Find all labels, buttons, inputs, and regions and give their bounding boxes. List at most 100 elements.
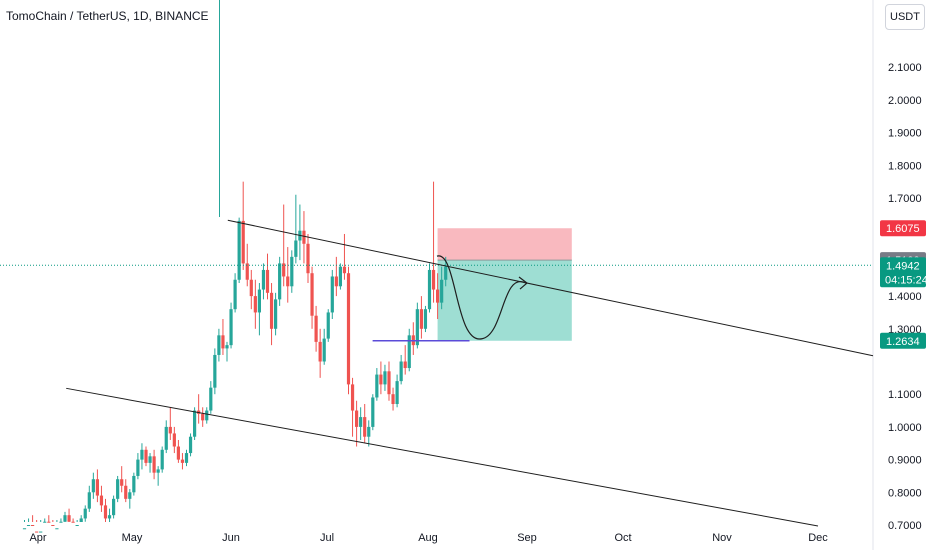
candle-body [419,309,423,329]
price-tick-label: 2.1000 [888,62,922,74]
candle-body [83,508,87,519]
candle-body [213,354,217,388]
candle-body [209,387,213,411]
price-tick-label: 0.7000 [888,520,922,532]
candle-body [43,521,47,523]
time-tick-label: May [122,532,143,544]
candle-body [144,449,148,463]
candle-body [330,276,334,313]
candle-body [136,459,140,476]
last-price-label: 1.4942 [886,260,920,272]
candle-body [286,276,290,287]
candle-body [403,361,407,369]
candle-body [47,521,51,523]
candle-body [59,521,63,523]
candle-body [387,371,391,395]
candle-body [427,269,432,310]
candle-body [306,243,310,274]
candle-body [112,498,116,516]
candle-body [71,521,75,523]
candle-body [99,495,104,506]
candle-body [87,492,91,509]
candle-body [26,525,31,526]
candle-body [326,312,330,339]
candle-body [217,335,221,355]
price-tick-label: 1.8000 [888,160,922,172]
candle-body [176,446,180,460]
candle-body [148,456,152,463]
candle-body [124,485,128,499]
candle-body [355,410,359,427]
candle-body [249,279,253,297]
candle-body [338,266,342,287]
candle-body [193,410,197,437]
candle-body [399,361,403,382]
candle-body [440,279,444,303]
candle-body [407,335,411,369]
candle-body [423,309,428,329]
time-tick-label: Sep [517,532,537,544]
candle-body [205,410,209,421]
projected-path-arrowhead [518,276,528,290]
time-tick-label: Dec [808,532,828,544]
candle-body [91,479,95,493]
candle-body [180,459,185,463]
candle-body [274,299,278,329]
lower-trendline[interactable] [66,387,819,527]
time-tick-label: Aug [418,532,438,544]
stop-price-tag [880,220,926,237]
candle-body [116,479,120,499]
candle-body [314,315,318,342]
price-tick-label: 0.8000 [888,487,922,499]
candle-body [35,531,39,533]
time-tick-label: Jul [320,532,334,544]
time-tick-label: Nov [712,532,732,544]
price-tick-label: 1.7000 [888,193,922,205]
bar-countdown: 04:15:24 [885,274,928,286]
target-price-tag [880,332,926,349]
candle-body [342,266,347,274]
candle-body [107,515,112,519]
upper-trendline[interactable] [227,219,874,357]
time-tick-label: Apr [29,532,46,544]
currency-button[interactable]: USDT [885,4,925,30]
target-price-label: 1.2634 [886,336,920,348]
candle-body [188,436,193,454]
candle-body [128,492,132,499]
candle-body [302,230,306,244]
candle-body [322,338,326,362]
candle-body [229,309,233,346]
candle-body [350,384,355,411]
candle-body [95,479,99,496]
candle-body [282,263,286,277]
candle-body [156,469,160,473]
candle-body [245,263,249,280]
candle-body [79,518,83,522]
price-tick-label: 2.0000 [888,95,922,107]
candle-body [395,381,399,405]
candle-body [184,453,189,463]
candle-body [75,525,79,526]
stop-price-label: 1.6075 [886,223,920,235]
candle-body [31,525,35,526]
candle-body [261,269,266,290]
candle-body [436,289,440,303]
price-tick-label: 0.9000 [888,455,922,467]
candle-body [160,449,164,470]
candle-body [444,266,448,280]
candle-body [67,515,71,522]
projected-path[interactable] [436,255,527,340]
candle-body [310,273,314,316]
candle-body [346,273,351,385]
candle-body [168,426,172,434]
candle-body [383,371,387,385]
candle-body [431,269,436,290]
candle-body [294,240,298,257]
candle-body [334,276,338,287]
candle-body [371,397,375,427]
candle-body [375,374,379,398]
candle-body [39,531,43,533]
price-tick-label: 1.1000 [888,389,922,401]
